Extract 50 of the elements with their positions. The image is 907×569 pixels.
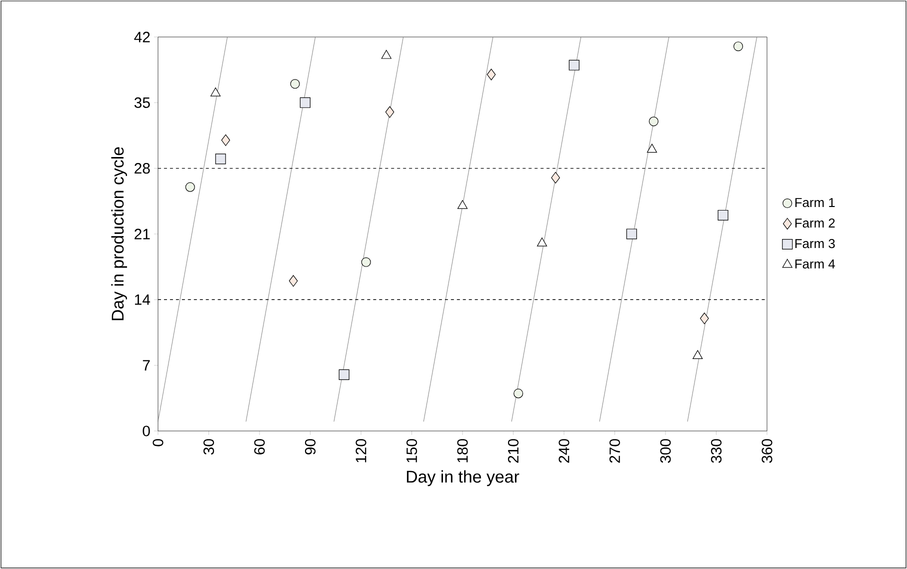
x-tick-label: 30 bbox=[203, 439, 214, 455]
x-tick-label: 90 bbox=[304, 439, 316, 454]
point bbox=[338, 369, 350, 380]
y-tick-label: 21 bbox=[134, 228, 150, 240]
point bbox=[718, 210, 728, 221]
x-tick-label: 270 bbox=[609, 439, 620, 463]
point bbox=[300, 97, 310, 108]
y-axis-title: Day in production cycle bbox=[111, 147, 128, 320]
x-tick-label: 330 bbox=[710, 439, 722, 463]
point bbox=[210, 87, 221, 96]
point bbox=[536, 238, 548, 246]
x-axis-title: Day in the year bbox=[406, 470, 520, 486]
y-tick-label: 7 bbox=[142, 360, 150, 370]
point bbox=[648, 116, 658, 126]
point bbox=[361, 257, 371, 267]
point bbox=[215, 154, 226, 164]
point bbox=[385, 106, 394, 118]
point bbox=[457, 200, 468, 209]
y-tick-label: 0 bbox=[142, 426, 150, 436]
y-tick-label: 42 bbox=[134, 32, 150, 42]
legend-label: Farm 2 bbox=[795, 218, 835, 228]
y-tick-label: 35 bbox=[134, 97, 150, 108]
x-tick-label: 180 bbox=[457, 439, 468, 462]
x-tick-label: 300 bbox=[660, 439, 671, 463]
point bbox=[185, 182, 195, 192]
y-tick-label: 14 bbox=[135, 294, 150, 305]
x-tick-label: 0 bbox=[152, 439, 164, 446]
x-tick-label: 240 bbox=[558, 439, 570, 463]
point bbox=[381, 50, 392, 59]
point bbox=[568, 60, 580, 70]
point bbox=[290, 79, 300, 89]
point bbox=[700, 312, 709, 324]
point bbox=[626, 228, 637, 240]
point bbox=[514, 388, 524, 398]
legend-label: Farm 1 bbox=[795, 198, 835, 208]
x-tick-label: 120 bbox=[356, 439, 366, 462]
legend-label: Farm 3 bbox=[795, 238, 835, 248]
x-tick-label: 360 bbox=[762, 439, 772, 463]
legend-label: Farm 4 bbox=[795, 260, 835, 269]
point bbox=[646, 144, 658, 153]
point bbox=[221, 134, 230, 146]
x-tick-label: 60 bbox=[254, 439, 265, 454]
point bbox=[692, 350, 703, 359]
point bbox=[288, 275, 298, 287]
x-tick-label: 150 bbox=[406, 439, 418, 462]
point bbox=[486, 68, 496, 80]
y-tick-label: 28 bbox=[134, 163, 150, 174]
point bbox=[551, 172, 560, 184]
point bbox=[733, 42, 744, 52]
x-tick-label: 210 bbox=[508, 439, 519, 463]
